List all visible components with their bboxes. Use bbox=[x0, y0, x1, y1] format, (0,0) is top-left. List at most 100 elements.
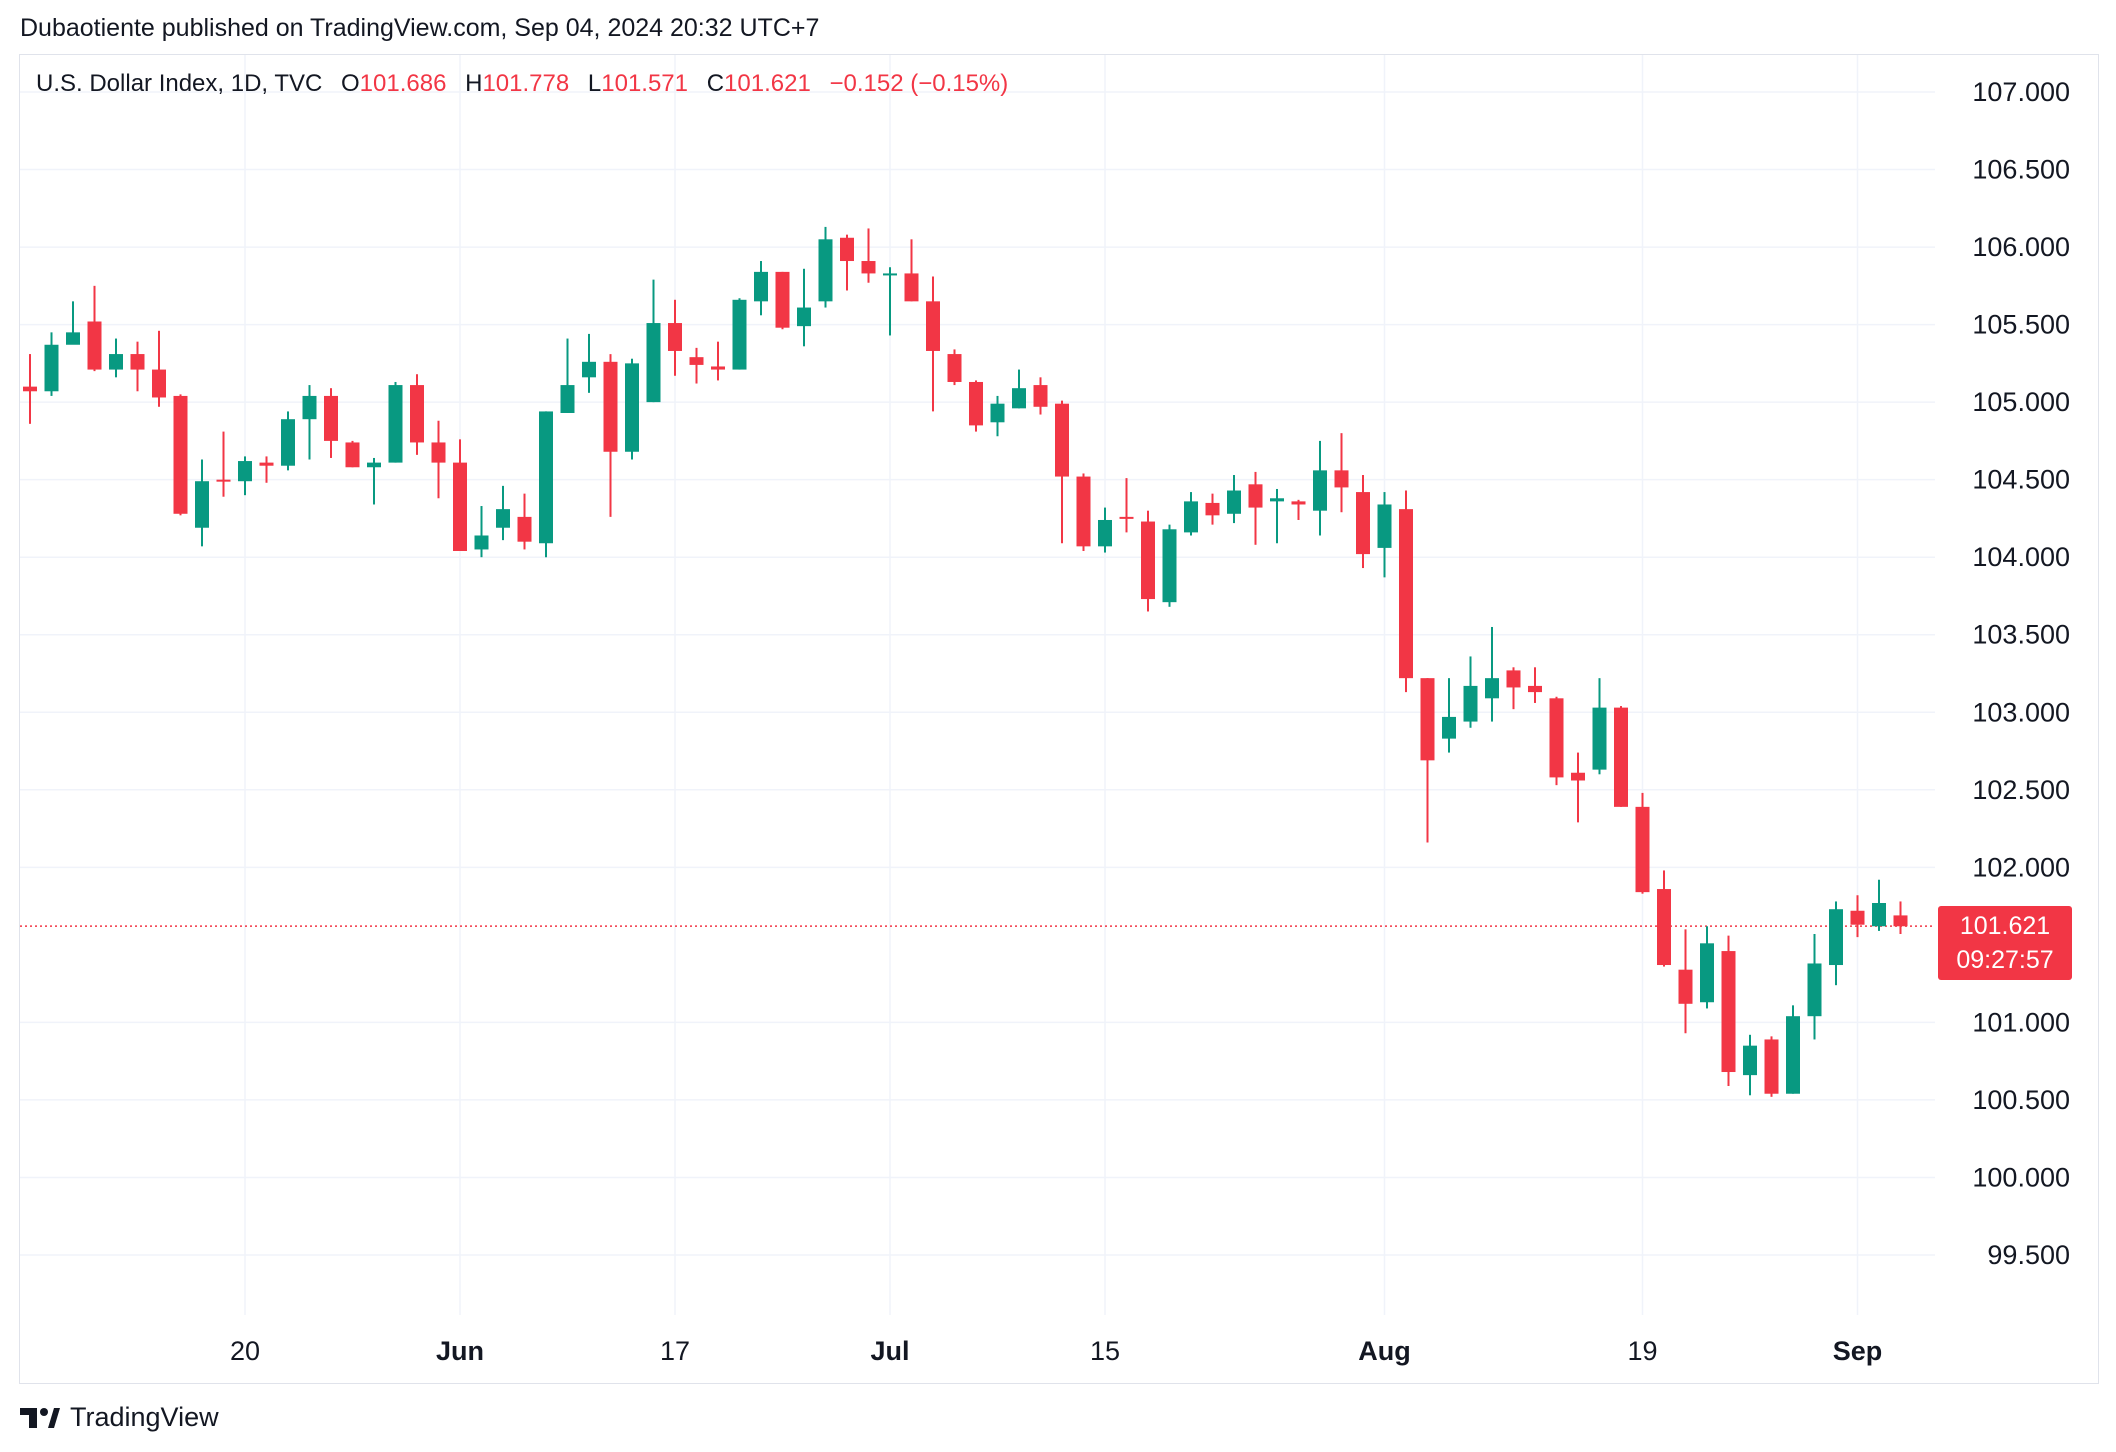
candle-body bbox=[1270, 498, 1284, 502]
candle bbox=[1850, 895, 1865, 938]
time-axis[interactable]: 20 Jun 17 Jul 15 Aug 19 Sep bbox=[230, 1336, 1882, 1366]
price-axis[interactable]: 107.000 106.500 106.000 105.500 105.000 104.5… bbox=[1972, 77, 2070, 1270]
candle-body bbox=[1635, 806, 1650, 893]
candle-body bbox=[1356, 492, 1370, 555]
candle bbox=[1635, 792, 1650, 894]
candle bbox=[1506, 667, 1521, 710]
candle bbox=[1141, 510, 1155, 612]
candle-body bbox=[1872, 902, 1886, 927]
candle-body bbox=[1893, 915, 1908, 927]
candle bbox=[840, 234, 854, 291]
candle bbox=[1012, 369, 1026, 409]
candle bbox=[324, 388, 338, 458]
candle-body bbox=[797, 307, 811, 327]
candle-body bbox=[1227, 490, 1241, 514]
candle-body bbox=[216, 479, 231, 482]
publish-info: Dubaotiente published on TradingView.com… bbox=[20, 14, 820, 42]
candle bbox=[1700, 926, 1714, 1009]
x-tick-label: 15 bbox=[1090, 1336, 1120, 1366]
y-tick-label: 106.000 bbox=[1972, 232, 2070, 262]
candle-body bbox=[1313, 470, 1327, 511]
candle-body bbox=[1614, 707, 1628, 807]
candle bbox=[969, 380, 983, 432]
candle-body bbox=[754, 271, 768, 302]
candle-body bbox=[324, 395, 338, 441]
candle bbox=[1356, 475, 1370, 569]
y-tick-label: 103.500 bbox=[1972, 620, 2070, 650]
candle-body bbox=[345, 442, 360, 468]
candle bbox=[883, 267, 897, 336]
candle bbox=[496, 485, 510, 541]
y-tick-label: 106.500 bbox=[1972, 155, 2070, 185]
candle-body bbox=[453, 462, 467, 551]
candle-body bbox=[410, 385, 424, 443]
candle-body bbox=[388, 385, 403, 463]
candle bbox=[195, 459, 209, 547]
candle bbox=[216, 431, 231, 497]
candle-body bbox=[1678, 969, 1693, 1004]
candle-body bbox=[689, 357, 704, 365]
candle-body bbox=[496, 509, 510, 528]
legend-low-label: L bbox=[587, 70, 602, 97]
candle bbox=[1657, 870, 1671, 967]
candle bbox=[1485, 626, 1499, 722]
candle bbox=[689, 347, 704, 384]
legend-close-label: C bbox=[706, 70, 725, 97]
candle-body bbox=[195, 481, 209, 528]
candle-body bbox=[904, 273, 919, 302]
candle bbox=[797, 268, 811, 347]
candle bbox=[1528, 667, 1542, 703]
y-tick-label: 103.000 bbox=[1972, 697, 2070, 727]
candle-body bbox=[1807, 963, 1822, 1017]
candle bbox=[990, 395, 1005, 437]
candle-body bbox=[969, 381, 983, 426]
candle-body bbox=[281, 419, 295, 466]
candle-body bbox=[840, 237, 854, 262]
candle bbox=[453, 439, 467, 551]
chart-frame[interactable] bbox=[19, 54, 2099, 1384]
candle bbox=[109, 338, 123, 378]
legend-change: −0.152 (−0.15%) bbox=[829, 70, 1009, 97]
candle bbox=[302, 385, 317, 460]
candle bbox=[1334, 433, 1349, 513]
candle-body bbox=[1055, 403, 1069, 477]
candle-body bbox=[1334, 470, 1349, 488]
candle-body bbox=[44, 344, 59, 392]
candle bbox=[1119, 478, 1134, 533]
x-tick-label: 17 bbox=[660, 1336, 690, 1366]
candle bbox=[1270, 488, 1284, 544]
candle-body bbox=[1377, 504, 1392, 548]
y-tick-label: 100.500 bbox=[1972, 1085, 2070, 1115]
candle-body bbox=[818, 239, 833, 302]
legend-open-label: O bbox=[341, 70, 360, 97]
candle-body bbox=[646, 323, 661, 403]
candle bbox=[1678, 929, 1693, 1034]
candle bbox=[754, 261, 768, 316]
y-tick-label: 105.000 bbox=[1972, 387, 2070, 417]
x-tick-label: Jul bbox=[870, 1336, 909, 1366]
candle bbox=[1227, 475, 1241, 524]
candle-body bbox=[1764, 1039, 1779, 1094]
candle-body bbox=[302, 395, 317, 420]
candle bbox=[560, 338, 575, 413]
candles bbox=[23, 226, 1908, 1097]
candle bbox=[1033, 377, 1048, 415]
candle bbox=[431, 420, 446, 499]
candle bbox=[1184, 492, 1198, 536]
candle bbox=[1463, 656, 1478, 728]
tradingview-brand[interactable]: TradingView bbox=[20, 1402, 219, 1433]
y-tick-label: 100.000 bbox=[1972, 1162, 2070, 1192]
candle bbox=[775, 271, 790, 330]
candle-body bbox=[152, 369, 166, 398]
candle bbox=[1291, 499, 1306, 520]
candle bbox=[646, 279, 661, 403]
candle bbox=[517, 493, 532, 550]
y-tick-label: 104.000 bbox=[1972, 542, 2070, 572]
legend-high-value: 101.778 bbox=[482, 70, 570, 97]
candle-body bbox=[1850, 910, 1865, 925]
y-tick-label: 104.500 bbox=[1972, 465, 2070, 495]
candle-body bbox=[238, 461, 252, 482]
candle bbox=[1055, 400, 1069, 544]
candle-body bbox=[1119, 516, 1134, 519]
